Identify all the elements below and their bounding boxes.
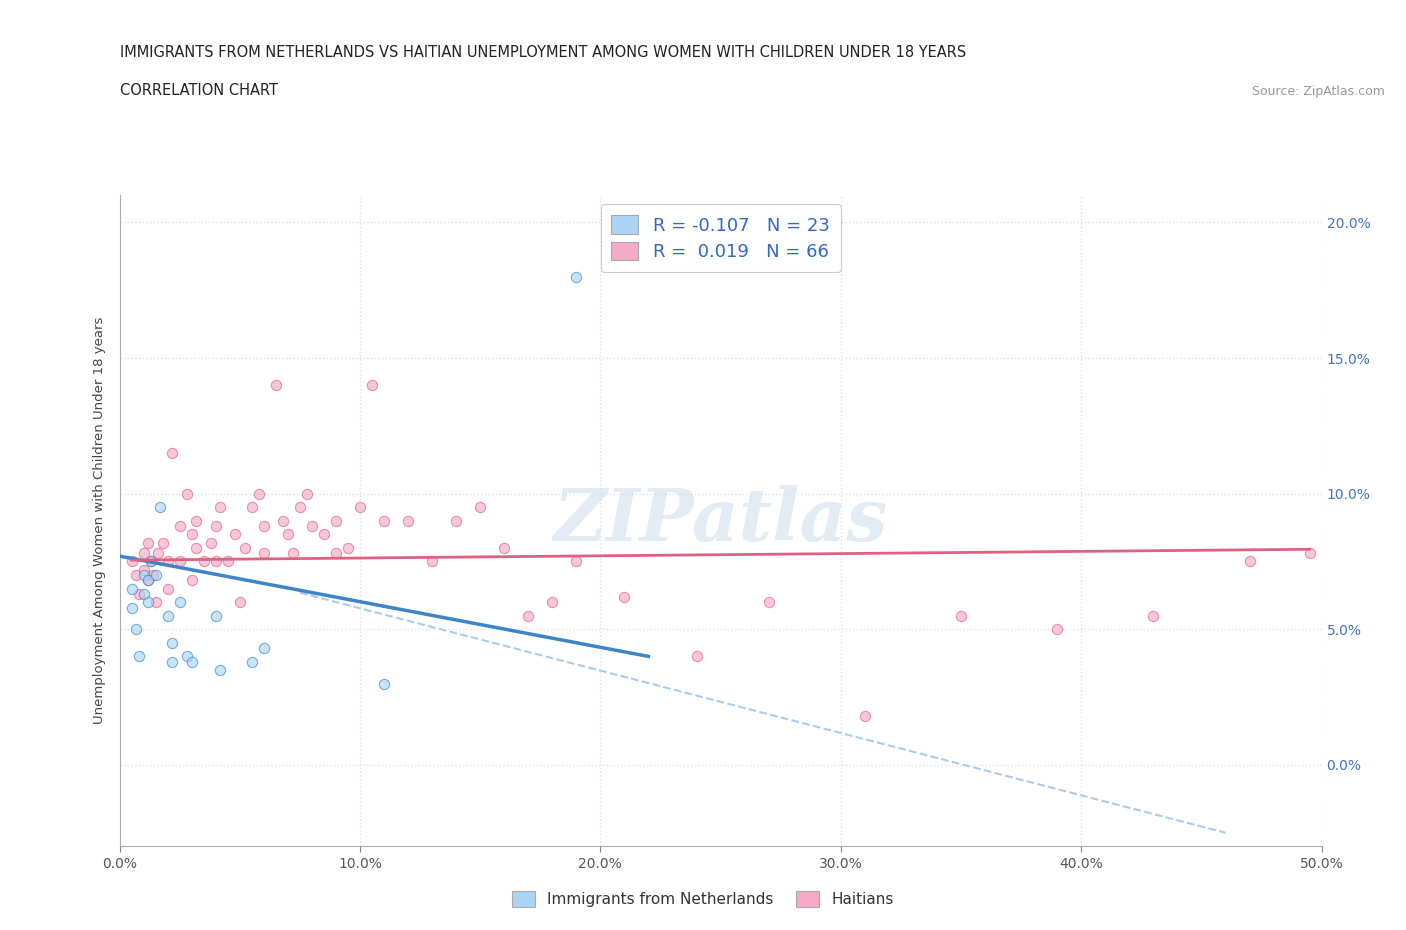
Point [565,270,588,285]
Point [145,567,167,582]
Point [156,554,179,569]
Point [204,519,226,534]
Point [132,546,155,561]
Point [247,486,270,501]
Y-axis label: Unemployment Among Women with Children Under 18 years: Unemployment Among Women with Children U… [93,317,107,724]
Point [138,595,160,610]
Point [132,562,155,577]
Point [139,554,162,569]
Text: IMMIGRANTS FROM NETHERLANDS VS HAITIAN UNEMPLOYMENT AMONG WOMEN WITH CHILDREN UN: IMMIGRANTS FROM NETHERLANDS VS HAITIAN U… [120,46,966,60]
Point [336,540,359,555]
Point [169,554,191,569]
Legend: Immigrants from Netherlands, Haitians: Immigrants from Netherlands, Haitians [506,884,900,913]
Point [396,513,419,528]
Point [517,608,540,623]
Point [209,499,232,514]
Point [264,378,287,392]
Point [156,608,179,623]
Point [180,655,202,670]
Point [1239,554,1261,569]
Point [301,519,323,534]
Point [193,554,215,569]
Point [169,519,191,534]
Point [138,535,160,550]
Point [373,513,395,528]
Point [176,486,198,501]
Text: CORRELATION CHART: CORRELATION CHART [120,83,277,98]
Point [145,595,167,610]
Point [132,567,155,582]
Point [325,513,347,528]
Point [613,590,636,604]
Point [468,499,492,514]
Point [565,554,588,569]
Point [125,567,148,582]
Text: ZIPatlas: ZIPatlas [554,485,887,556]
Point [281,546,304,561]
Point [156,581,179,596]
Point [373,676,395,691]
Point [240,655,263,670]
Point [295,486,318,501]
Point [758,595,780,610]
Point [541,595,564,610]
Point [277,527,299,542]
Point [217,554,239,569]
Point [204,554,226,569]
Point [233,540,256,555]
Point [180,573,202,588]
Point [142,567,165,582]
Point [162,445,184,460]
Point [312,527,335,542]
Point [228,595,252,610]
Point [361,378,384,392]
Point [685,649,707,664]
Point [288,499,311,514]
Point [949,608,972,623]
Point [240,499,263,514]
Point [186,540,208,555]
Point [349,499,371,514]
Point [271,513,294,528]
Point [138,573,160,588]
Point [200,535,222,550]
Point [149,499,172,514]
Point [128,587,150,602]
Point [253,519,276,534]
Point [180,527,202,542]
Point [132,587,155,602]
Text: Source: ZipAtlas.com: Source: ZipAtlas.com [1251,85,1385,98]
Point [204,608,226,623]
Point [146,546,169,561]
Point [162,635,184,650]
Point [121,600,143,615]
Point [1298,546,1320,561]
Point [325,546,347,561]
Point [121,581,143,596]
Point [162,655,184,670]
Point [1046,622,1069,637]
Point [420,554,443,569]
Point [138,573,160,588]
Point [224,527,246,542]
Point [253,546,276,561]
Point [853,709,876,724]
Point [128,649,150,664]
Point [121,554,143,569]
Point [209,662,232,677]
Legend: R = -0.107   N = 23, R =  0.019   N = 66: R = -0.107 N = 23, R = 0.019 N = 66 [600,205,841,272]
Point [494,540,516,555]
Point [186,513,208,528]
Point [125,622,148,637]
Point [139,554,162,569]
Point [1142,608,1164,623]
Point [176,649,198,664]
Point [169,595,191,610]
Point [444,513,467,528]
Point [152,535,174,550]
Point [253,641,276,656]
